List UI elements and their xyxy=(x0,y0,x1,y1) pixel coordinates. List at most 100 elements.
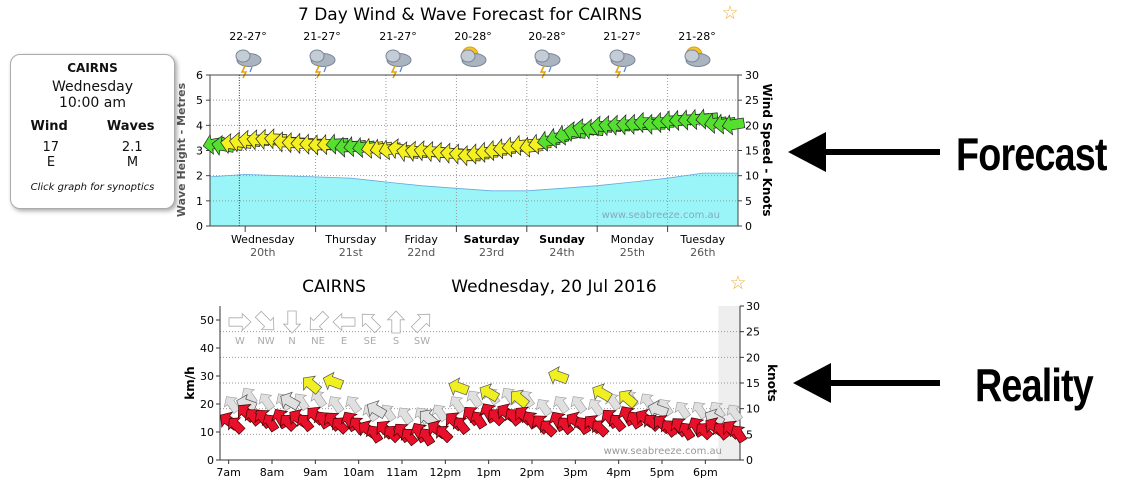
compass-arrow-icon xyxy=(361,313,382,334)
favourite-star-icon[interactable]: ☆ xyxy=(721,2,738,24)
observation-date: Wednesday, 20 Jul 2016 xyxy=(451,277,656,297)
y2-tick-label: 0 xyxy=(746,454,753,467)
gust-arrow xyxy=(592,383,613,403)
x-tick-label: 9am xyxy=(303,466,327,479)
y2-tick-label: 10 xyxy=(745,170,759,183)
reality-annotation: Reality xyxy=(975,359,1094,411)
x-tick-label: 10am xyxy=(343,466,374,479)
favourite-star-icon[interactable]: ☆ xyxy=(729,272,746,294)
y-axis-label: Wave Height - Metres xyxy=(175,82,188,217)
y-tick-label: 6 xyxy=(196,69,203,82)
card-wind-direction: E xyxy=(46,155,56,170)
compass-label: S xyxy=(393,336,399,347)
gust-shadow-arrow xyxy=(466,390,484,409)
card-wave-size: M xyxy=(126,155,139,170)
forecast-chart[interactable]: 7 Day Wind & Wave Forecast for CAIRNS ☆ … xyxy=(0,0,1147,265)
y2-tick-label: 30 xyxy=(745,69,759,82)
day-temperature: 20-28° xyxy=(528,30,565,43)
observed-wind-arrow xyxy=(729,425,748,444)
gust-arrow xyxy=(479,383,501,403)
observed-wind-arrow xyxy=(696,422,714,441)
y2-tick-label: 5 xyxy=(746,428,753,441)
gust-shadow-arrow xyxy=(223,396,241,415)
observed-wind-arrow xyxy=(556,417,575,436)
day-temperature: 22-27° xyxy=(229,30,266,43)
compass-label: SE xyxy=(364,336,377,347)
observation-watermark: www.seabreeze.com.au xyxy=(604,446,722,457)
y2-axis-label: knots xyxy=(765,364,779,402)
compass-label: NE xyxy=(311,336,325,347)
day-date-label: 23rd xyxy=(479,246,504,259)
observed-wind-arrow xyxy=(592,420,610,438)
compass-arrow-icon xyxy=(386,310,406,334)
y-axis-label: km/h xyxy=(183,366,197,399)
compass-label: N xyxy=(288,336,295,347)
card-wave-height: 2.1 xyxy=(121,140,143,155)
compass-arrow-icon xyxy=(332,312,356,332)
gust-arrow xyxy=(322,371,345,391)
x-tick-label: 6pm xyxy=(693,466,718,479)
y-tick-label: 3 xyxy=(196,145,203,158)
x-tick-label: 2pm xyxy=(520,466,545,479)
compass-arrow-icon xyxy=(410,313,431,334)
card-note: Click graph for synoptics xyxy=(30,182,155,193)
compass-label: SW xyxy=(414,336,430,347)
gust-arrow xyxy=(448,377,470,397)
y-tick-label: 5 xyxy=(196,94,203,107)
card-time: 10:00 am xyxy=(58,95,126,111)
observed-wind-arrow xyxy=(625,411,644,430)
y-tick-label: 0 xyxy=(196,220,203,233)
observed-wind-arrow xyxy=(677,422,696,441)
compass-arrow-icon xyxy=(309,310,330,331)
day-date-label: 20th xyxy=(250,246,275,259)
day-label: Sunday xyxy=(539,233,585,246)
day-date-label: 22nd xyxy=(407,246,435,259)
y2-tick-label: 0 xyxy=(745,220,752,233)
forecast-annotation: Forecast xyxy=(956,128,1107,180)
day-temperature: 21-27° xyxy=(379,30,416,43)
gust-shadow-arrow xyxy=(535,399,553,417)
gust-arrow xyxy=(647,399,670,419)
y-tick-label: 30 xyxy=(200,370,214,383)
y2-tick-label: 15 xyxy=(745,145,759,158)
observed-wind-arrow xyxy=(400,428,419,447)
card-wind-label: Wind xyxy=(30,119,68,134)
day-temperature: 21-27° xyxy=(303,30,340,43)
y2-axis-label: Wind Speed - Knots xyxy=(760,83,774,216)
x-tick-label: 5pm xyxy=(650,466,675,479)
observed-wind-arrow xyxy=(228,417,246,435)
storm-cloud-icon xyxy=(534,49,561,79)
y2-tick-label: 25 xyxy=(746,326,760,339)
x-tick-label: 3pm xyxy=(563,466,588,479)
observed-wind-arrow xyxy=(504,409,523,427)
compass-arrow-icon xyxy=(228,312,252,332)
compass-label: W xyxy=(235,336,245,347)
wind-forecast-arrow xyxy=(721,114,746,136)
observation-chart[interactable]: CAIRNS Wednesday, 20 Jul 2016 ☆ W NW N NE E S… xyxy=(0,270,1147,500)
storm-cloud-icon xyxy=(385,49,412,79)
y-tick-label: 50 xyxy=(200,314,214,327)
current-conditions-card[interactable]: CAIRNS Wednesday 10:00 am Wind Waves 17 … xyxy=(10,54,175,209)
compass-label: E xyxy=(341,336,347,347)
gust-shadow-arrow xyxy=(553,396,570,415)
card-location: CAIRNS xyxy=(67,61,118,75)
y-tick-label: 2 xyxy=(196,170,203,183)
observed-wind-arrow xyxy=(261,414,280,433)
x-tick-label: 8am xyxy=(260,466,284,479)
observation-location: CAIRNS xyxy=(302,277,366,297)
y2-tick-label: 15 xyxy=(746,377,760,390)
day-temperature: 20-28° xyxy=(454,30,491,43)
gust-arrow xyxy=(366,400,388,419)
y-tick-label: 4 xyxy=(196,119,203,132)
forecast-watermark: www.seabreeze.com.au xyxy=(602,210,720,221)
card-day: Wednesday xyxy=(51,79,134,95)
observed-wind-arrow xyxy=(469,411,488,430)
gust-arrow xyxy=(510,389,531,409)
gust-shadow-arrow xyxy=(570,396,588,415)
storm-cloud-icon xyxy=(309,49,336,79)
gust-shadow-arrow xyxy=(674,401,692,420)
day-label: Saturday xyxy=(464,233,520,246)
y-tick-label: 40 xyxy=(200,342,214,355)
y2-tick-label: 25 xyxy=(745,94,759,107)
observed-wind-arrow xyxy=(712,423,731,441)
